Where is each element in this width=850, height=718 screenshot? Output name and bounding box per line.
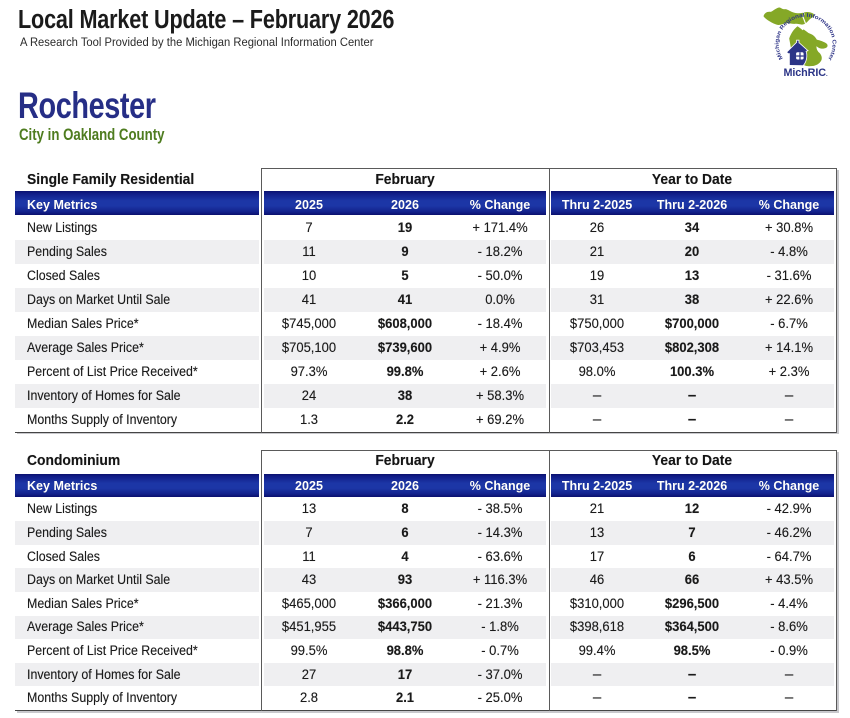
svg-text:MichRIC.: MichRIC. xyxy=(783,67,828,79)
